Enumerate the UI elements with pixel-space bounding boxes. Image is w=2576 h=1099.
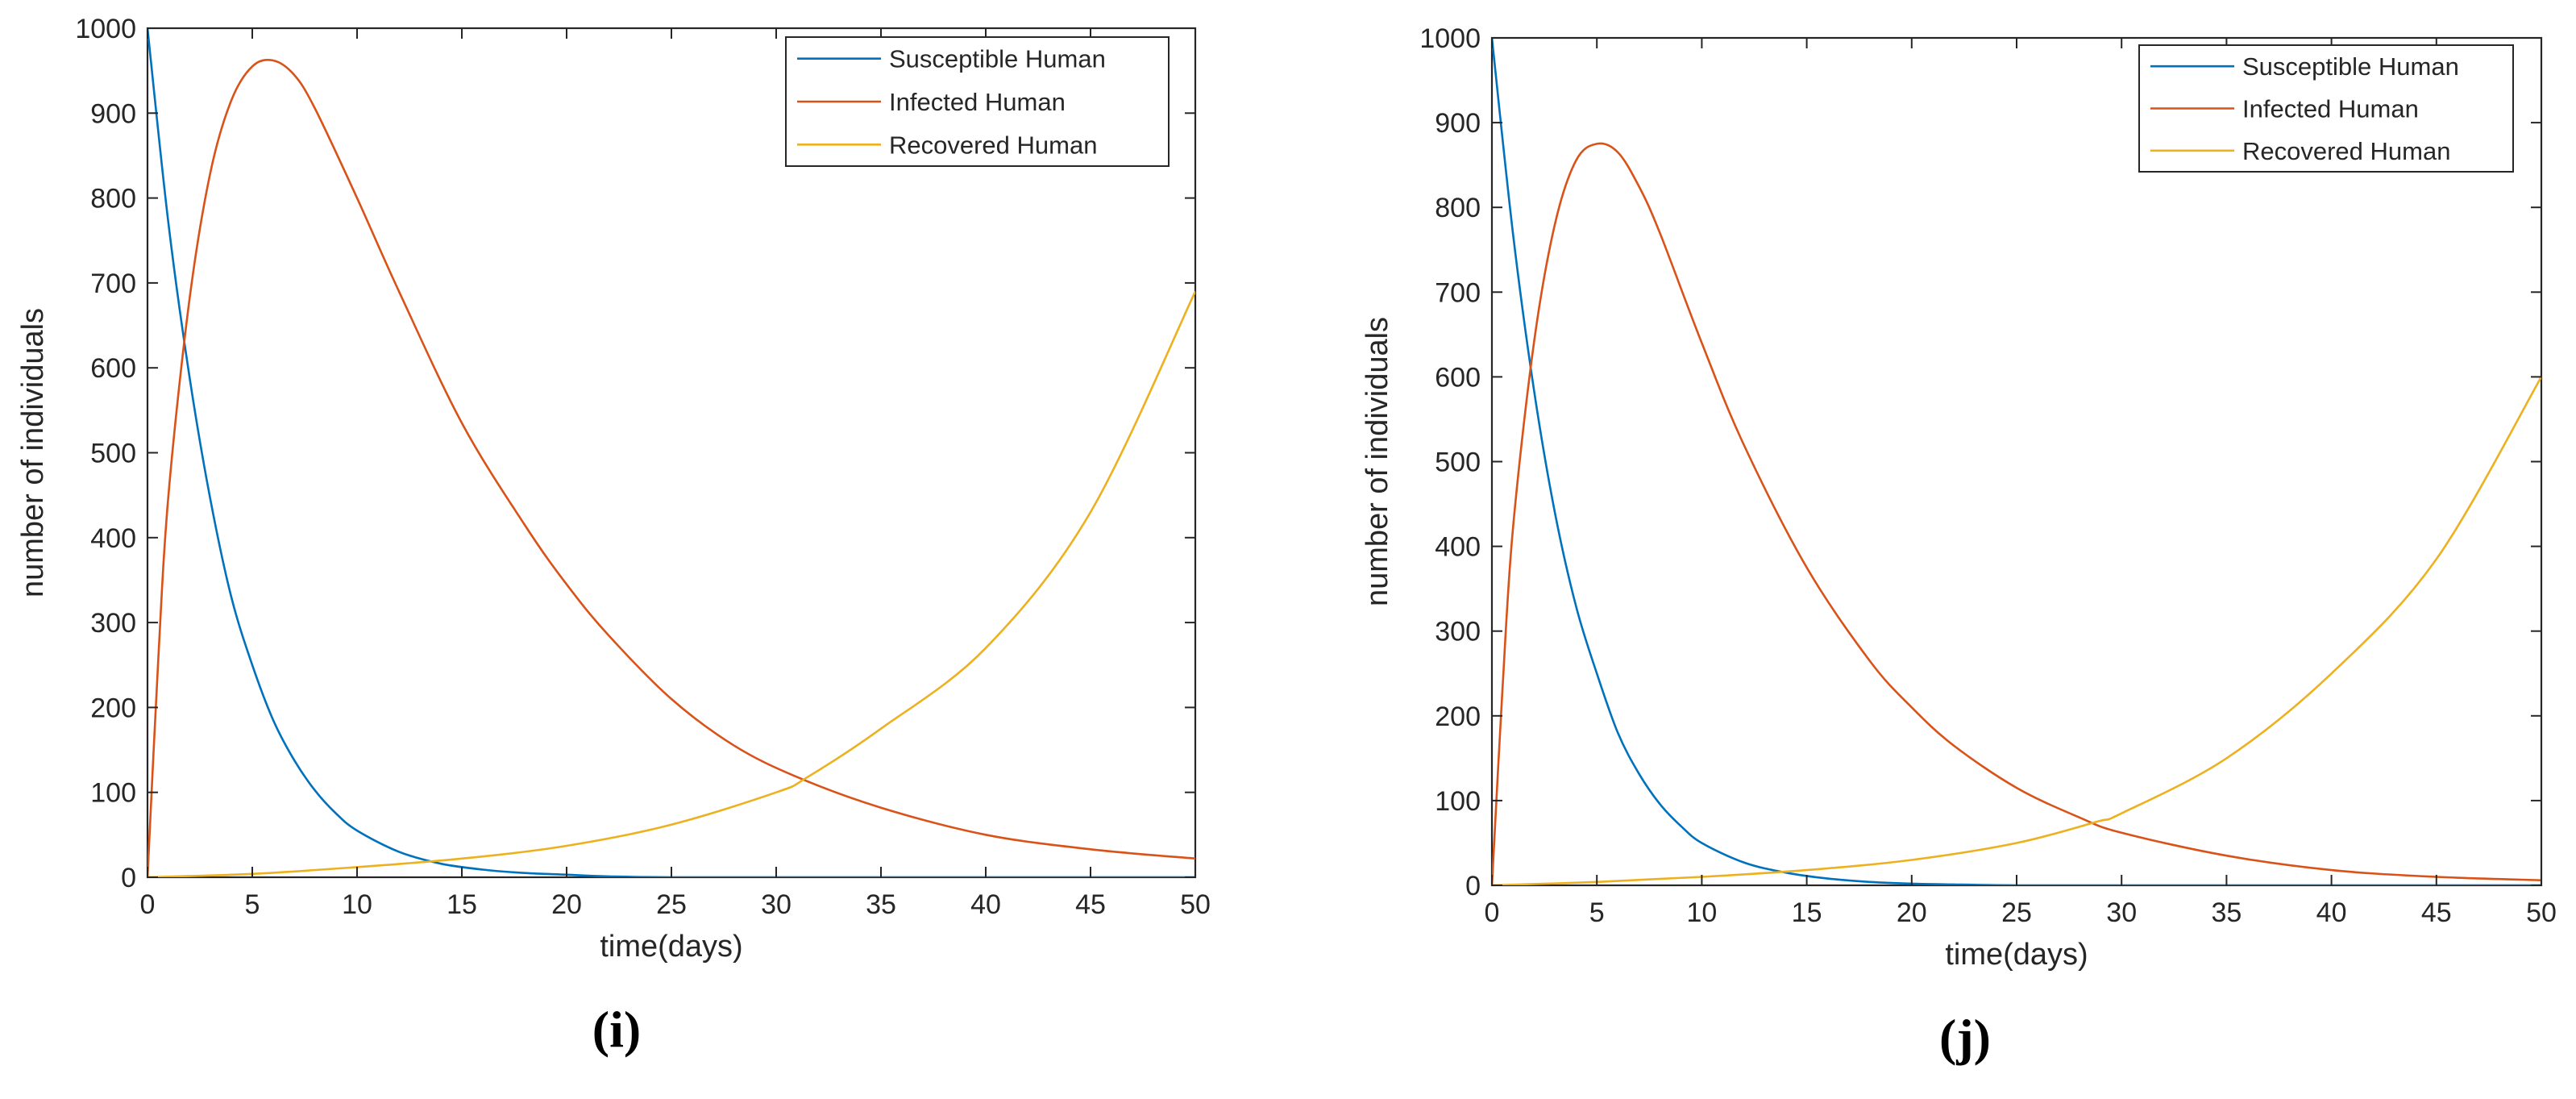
y-tick-label: 600 (1435, 362, 1481, 393)
x-tick-label: 25 (2001, 897, 2032, 928)
chart-panel-1: 0 5 10 15 20 25 30 35 40 45 5001002003004005006007… (1361, 23, 2557, 1066)
x-axis-title: time(days) (600, 930, 742, 964)
y-tick-label: 300 (90, 608, 136, 639)
y-tick-label: 0 (121, 863, 136, 893)
x-tick-label: 35 (866, 889, 896, 920)
x-tick-label: 30 (2106, 897, 2137, 928)
y-tick-label: 700 (90, 269, 136, 299)
series-line-recovered-human (147, 290, 1195, 877)
x-tick-label: 40 (970, 889, 1001, 920)
plot-area-frame (146, 27, 1197, 879)
x-tick-label: 10 (1686, 897, 1717, 928)
y-tick-label: 400 (1435, 532, 1481, 563)
x-tick-label: 15 (1792, 897, 1822, 928)
legend-entry-label: Infected Human (889, 88, 1066, 116)
x-tick-label: 30 (761, 889, 791, 920)
y-tick-label: 100 (90, 778, 136, 809)
y-tick-label: 700 (1435, 277, 1481, 308)
legend: Susceptible Human Infected Human Recovered… (2138, 44, 2514, 173)
x-tick-label: 50 (1180, 889, 1211, 920)
legend-entry-label: Susceptible Human (2242, 52, 2459, 81)
y-tick-label: 900 (90, 98, 136, 129)
x-tick-label: 15 (447, 889, 477, 920)
x-tick-label: 50 (2526, 897, 2557, 928)
y-tick-label: 100 (1435, 786, 1481, 817)
y-tick-label: 1000 (1419, 23, 1481, 54)
legend-entry-label: Infected Human (2242, 95, 2419, 123)
x-tick-label: 45 (2421, 897, 2452, 928)
x-tick-label: 5 (1589, 897, 1605, 928)
series-line-infected-human (1492, 142, 2541, 885)
x-tick-label: 45 (1075, 889, 1106, 920)
legend-entry-label: Recovered Human (2242, 137, 2450, 165)
x-tick-label: 0 (1485, 897, 1500, 928)
x-tick-label: 5 (245, 889, 260, 920)
chart-panel-0: 0 5 10 15 20 25 30 35 40 45 5001002003004005006007… (16, 14, 1211, 1058)
x-tick-label: 20 (1897, 897, 1927, 928)
panel-label: (i) (592, 1001, 641, 1058)
y-tick-label: 1000 (75, 14, 136, 44)
y-tick-label: 900 (1435, 108, 1481, 139)
y-tick-label: 200 (90, 693, 136, 723)
y-tick-label: 800 (1435, 193, 1481, 223)
y-axis-title: number of individuals (1361, 317, 1394, 606)
legend: Susceptible Human Infected Human Recovered… (785, 36, 1170, 167)
x-tick-label: 35 (2211, 897, 2242, 928)
plot-area-frame (1490, 36, 2543, 887)
series-line-susceptible-human (147, 27, 1195, 877)
y-tick-label: 800 (90, 184, 136, 214)
x-tick-label: 25 (656, 889, 687, 920)
panel-label: (j) (1939, 1009, 1991, 1066)
x-tick-label: 0 (140, 889, 156, 920)
legend-entry-label: Recovered Human (889, 131, 1097, 159)
x-axis-title: time(days) (1945, 938, 2088, 972)
x-tick-label: 10 (342, 889, 372, 920)
x-tick-label: 40 (2316, 897, 2347, 928)
series-line-infected-human (147, 58, 1195, 877)
x-tick-label: 20 (551, 889, 582, 920)
series-line-susceptible-human (1492, 37, 2541, 885)
legend-entry-label: Susceptible Human (889, 45, 1106, 73)
y-tick-label: 500 (90, 439, 136, 469)
series-line-recovered-human (1492, 376, 2541, 885)
y-tick-label: 400 (90, 523, 136, 554)
y-tick-label: 200 (1435, 701, 1481, 732)
y-tick-label: 500 (1435, 448, 1481, 478)
y-axis-title: number of individuals (16, 308, 50, 597)
y-tick-label: 600 (90, 353, 136, 384)
y-tick-label: 300 (1435, 617, 1481, 647)
y-tick-label: 0 (1465, 871, 1481, 901)
